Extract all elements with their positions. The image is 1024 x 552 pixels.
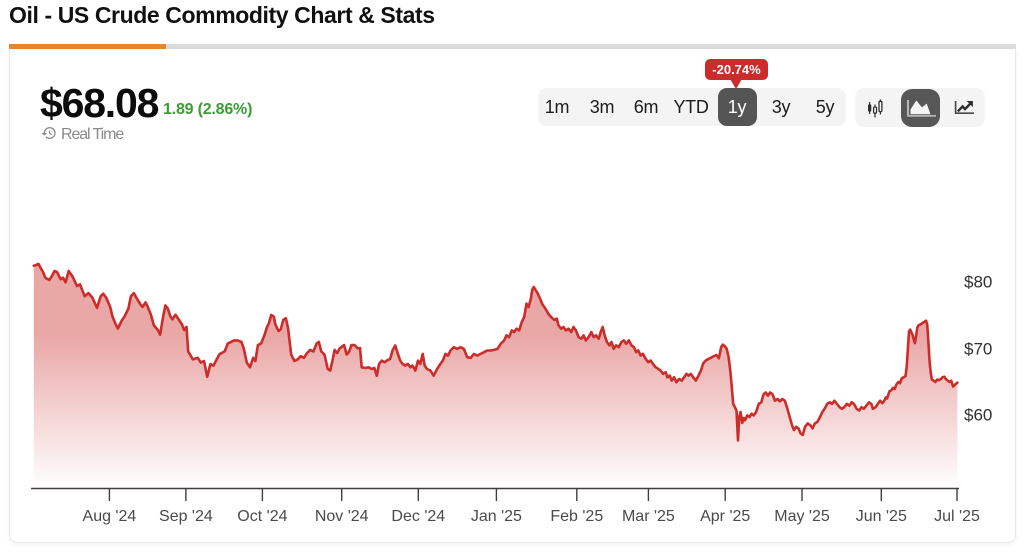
svg-text:$60: $60 (964, 406, 992, 425)
svg-text:Jun '25: Jun '25 (856, 508, 907, 525)
svg-text:Aug '24: Aug '24 (83, 508, 137, 525)
svg-text:$70: $70 (964, 340, 992, 359)
svg-text:Apr '25: Apr '25 (700, 508, 750, 525)
svg-text:Oct '24: Oct '24 (237, 508, 287, 525)
svg-text:Mar '25: Mar '25 (622, 508, 675, 525)
svg-text:Dec '24: Dec '24 (391, 508, 445, 525)
svg-text:Feb '25: Feb '25 (550, 508, 603, 525)
svg-text:Jul '25: Jul '25 (934, 508, 980, 525)
svg-text:May '25: May '25 (774, 508, 830, 525)
svg-text:Sep '24: Sep '24 (159, 508, 213, 525)
svg-text:Jan '25: Jan '25 (471, 508, 522, 525)
svg-text:Nov '24: Nov '24 (315, 508, 369, 525)
svg-text:$80: $80 (964, 273, 992, 292)
